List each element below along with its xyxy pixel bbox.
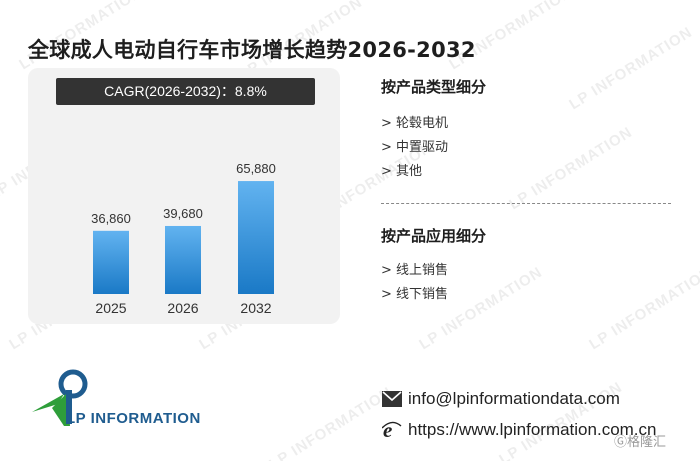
website-link[interactable]: https://www.lpinformation.com.cn (408, 420, 657, 439)
envelope-icon (382, 389, 402, 409)
lp-logo-icon (32, 369, 88, 426)
list-item: > 轮毂电机 (381, 116, 449, 131)
email-link[interactable]: info@lpinformationdata.com (408, 389, 620, 408)
data-label-2032: 65,880 (236, 161, 276, 176)
x-tick-label-2032: 2032 (240, 300, 271, 316)
segment-title: 按产品类型细分 (381, 78, 487, 96)
application-list: > 线上销售 > 线下销售 (381, 259, 448, 307)
cagr-badge: CAGR(2026-2032)：8.8% (56, 78, 315, 105)
type-list: > 轮毂电机 > 中置驱动 > 其他 (381, 112, 448, 184)
logo-text: LP INFORMATION (66, 410, 201, 427)
divider (381, 203, 671, 204)
bar-2026 (165, 225, 201, 294)
list-item: > 中置驱动 (381, 140, 449, 155)
page-title: 全球成人电动自行车市场增长趋势2026-2032 (28, 38, 476, 62)
list-item: > 线下销售 (381, 287, 449, 302)
data-label-2026: 39,680 (163, 206, 203, 221)
segment-by-application: 按产品应用细分 (381, 225, 486, 246)
contact-website: e https://www.lpinformation.com.cn (382, 420, 656, 440)
internet-explorer-icon: e (382, 420, 402, 440)
bar-2025 (93, 230, 129, 294)
bar-2032 (238, 181, 274, 294)
corner-brand: Ⓖ格隆汇 (614, 435, 667, 450)
data-label-2025: 36,860 (91, 211, 131, 226)
segment-title: 按产品应用细分 (381, 227, 487, 245)
bars-group: 36,860 2025 39,680 2026 65,880 2032 (91, 161, 276, 316)
svg-text:e: e (383, 420, 392, 440)
list-item: > 线上销售 (381, 263, 449, 278)
segment-by-type: 按产品类型细分 (381, 76, 486, 97)
x-tick-label-2025: 2025 (95, 300, 126, 316)
list-item: > 其他 (381, 164, 423, 179)
contact-email: info@lpinformationdata.com (382, 389, 620, 409)
x-tick-label-2026: 2026 (167, 300, 198, 316)
